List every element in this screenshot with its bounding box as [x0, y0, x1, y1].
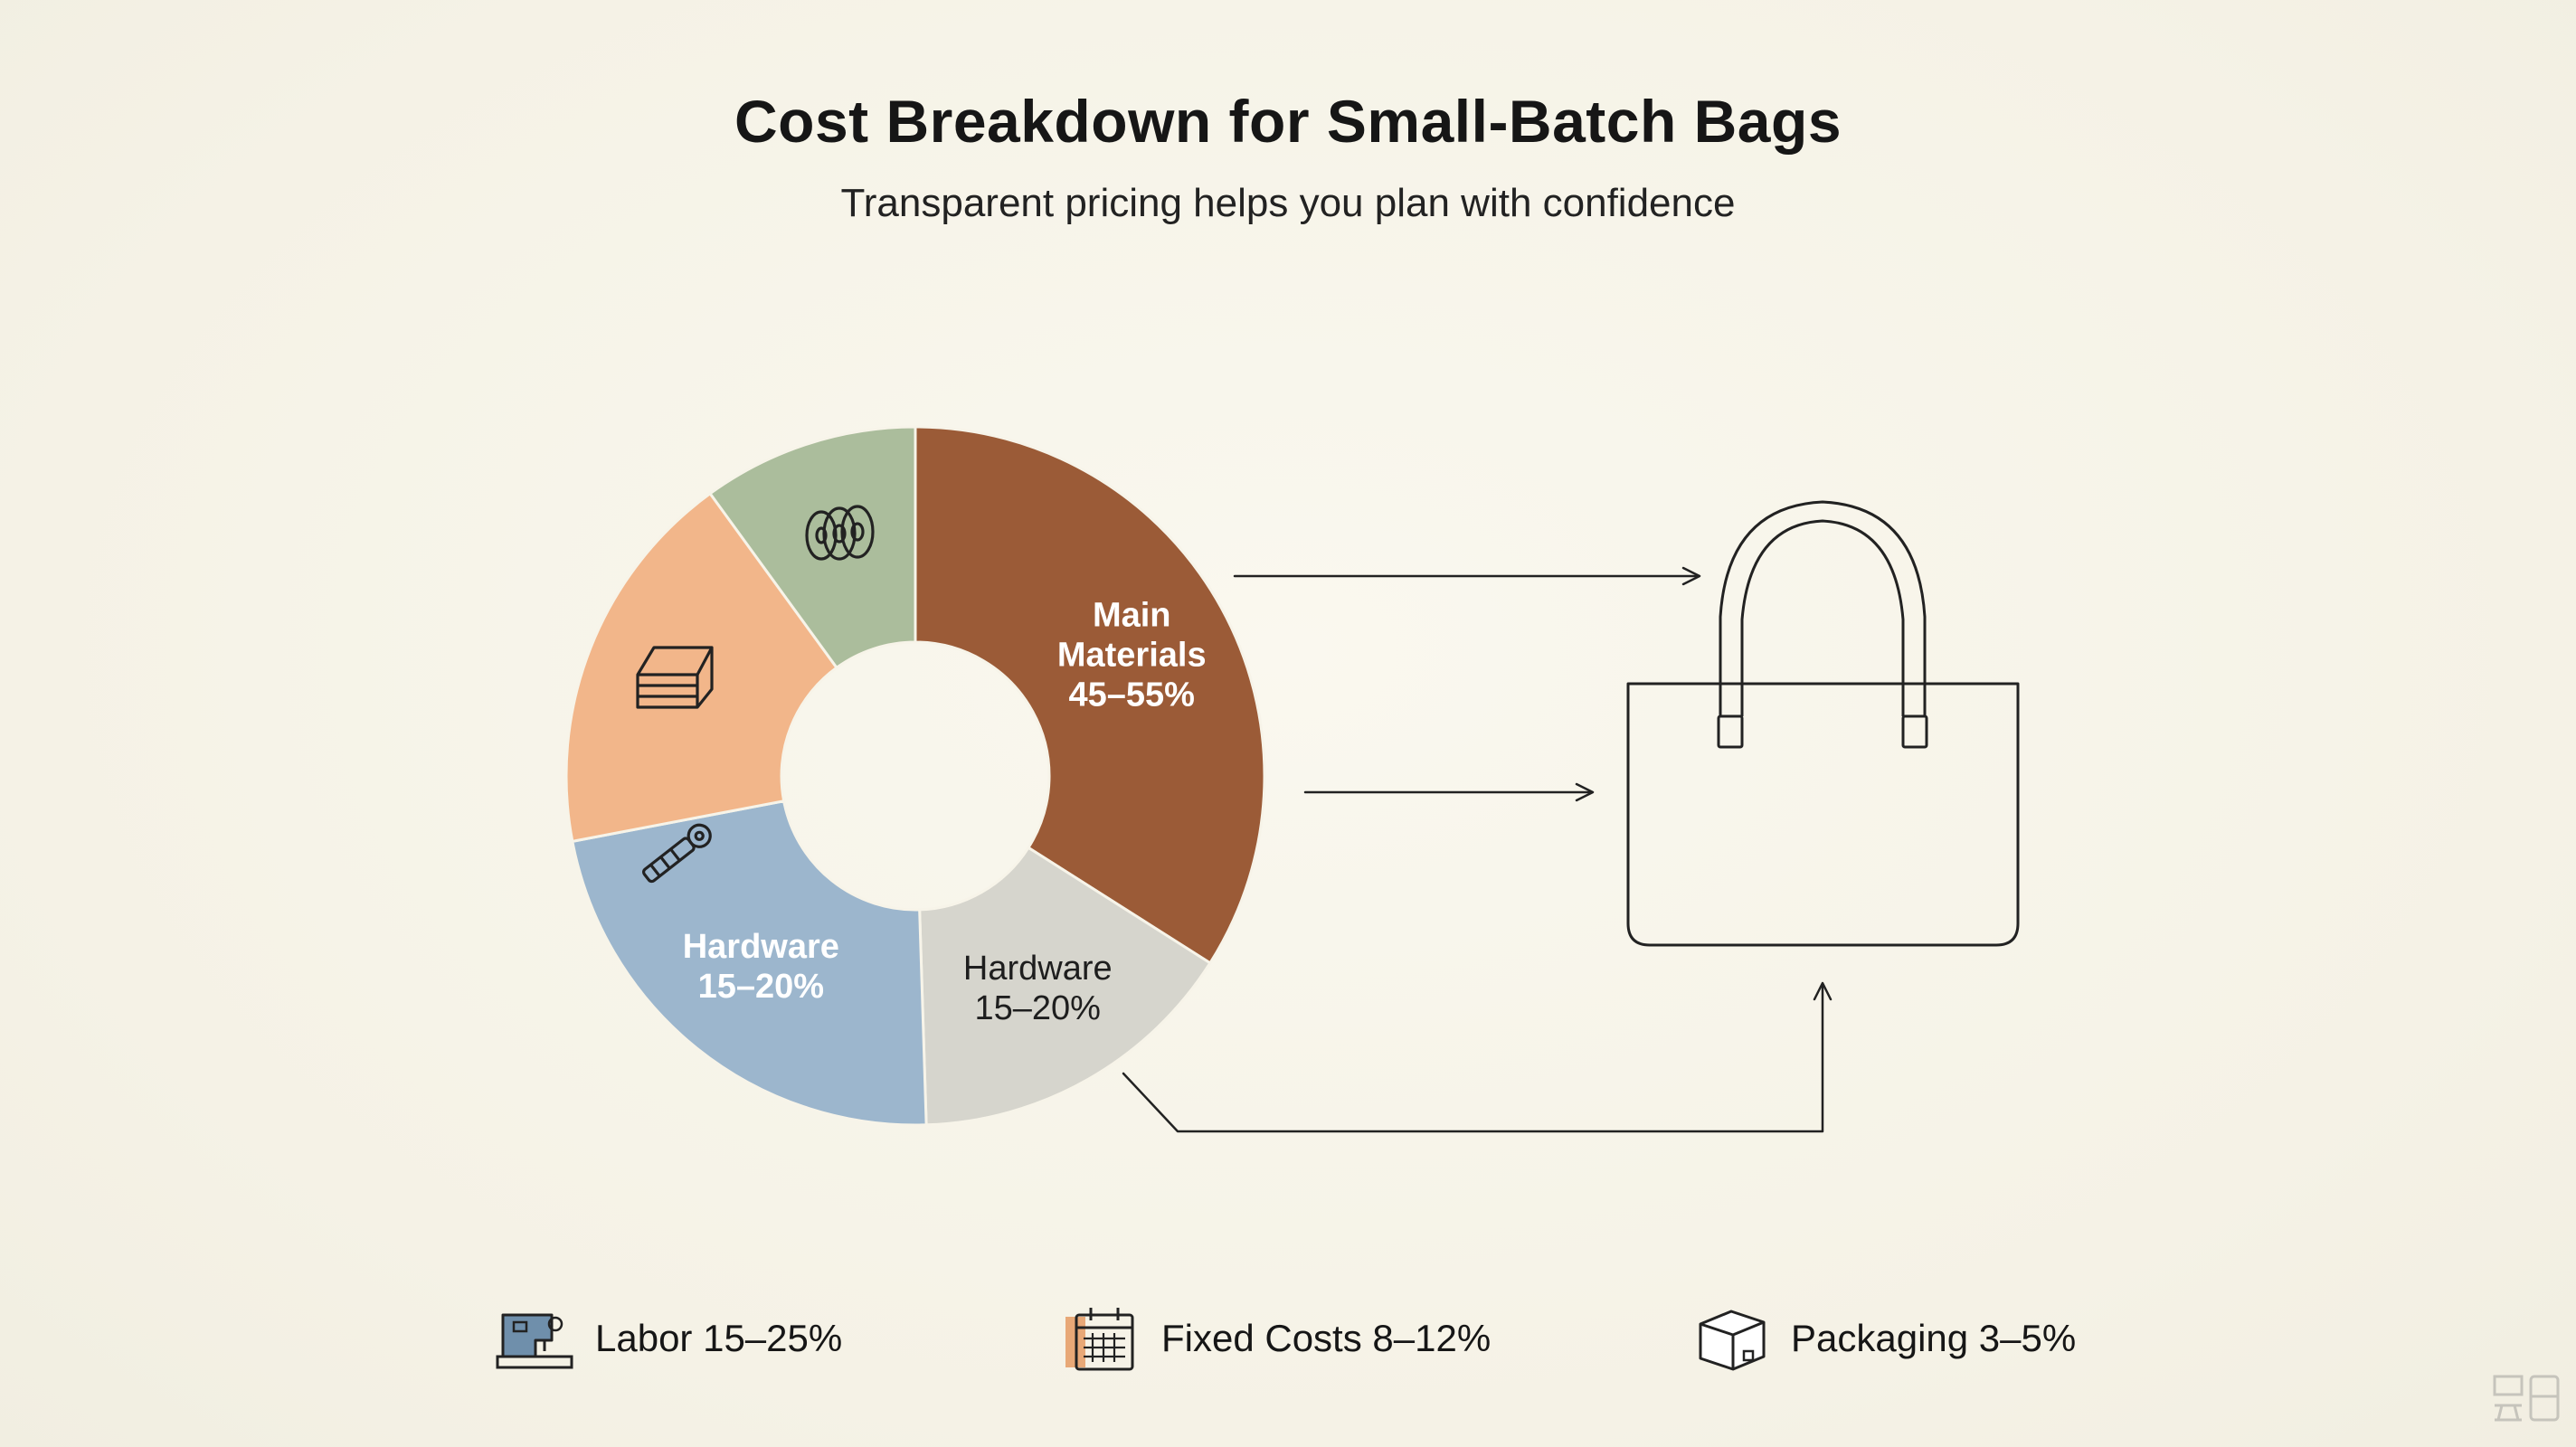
slice-label-0-line-1: Materials [1057, 637, 1207, 675]
thread-spools-icon [805, 505, 875, 561]
arrow-bottom [1122, 981, 1833, 1133]
pie-slice-labels: MainMaterials45–55%Hardware15–20%Hardwar… [683, 597, 1207, 1028]
legend-label-packaging: Packaging 3–5% [1791, 1317, 2077, 1359]
legend-label-fixed-costs: Fixed Costs 8–12% [1161, 1317, 1492, 1359]
pie-slice-2 [571, 799, 928, 1127]
pie-slice-0 [914, 425, 1266, 965]
legend-item-fixed-costs: Fixed Costs 8–12% [1062, 1302, 1491, 1375]
slice-label-2-line-0: Hardware [683, 928, 839, 966]
pie-slices [564, 425, 1266, 1127]
slice-label-1-line-0: Hardware [963, 950, 1113, 988]
legend-item-packaging: Packaging 3–5% [1691, 1302, 2076, 1375]
chart-title: Cost Breakdown for Small-Batch Bags [734, 88, 1842, 155]
slice-label-0-line-2: 45–55% [1068, 676, 1194, 714]
tote-bag-icon [1626, 500, 2020, 947]
calendar-icon [1065, 1308, 1134, 1371]
pie-slice-1 [918, 846, 1212, 1127]
slice-label-2-line-1: 15–20% [698, 968, 824, 1006]
pie-slice-4 [708, 425, 917, 670]
box-icon [1699, 1310, 1766, 1371]
legend-item-labor: Labor 15–25% [496, 1302, 842, 1375]
watermark-logo [2493, 1375, 2560, 1422]
zipper-icon [641, 823, 712, 884]
chart-subtitle: Transparent pricing helps you plan with … [840, 181, 1736, 225]
slice-label-0-line-0: Main [1093, 597, 1171, 635]
sewing-machine-icon [496, 1313, 573, 1369]
slice-label-1-line-1: 15–20% [975, 989, 1101, 1027]
legend-label-labor: Labor 15–25% [595, 1317, 843, 1359]
connector-arrows [1122, 566, 1833, 1133]
fabric-stack-icon [636, 646, 714, 709]
